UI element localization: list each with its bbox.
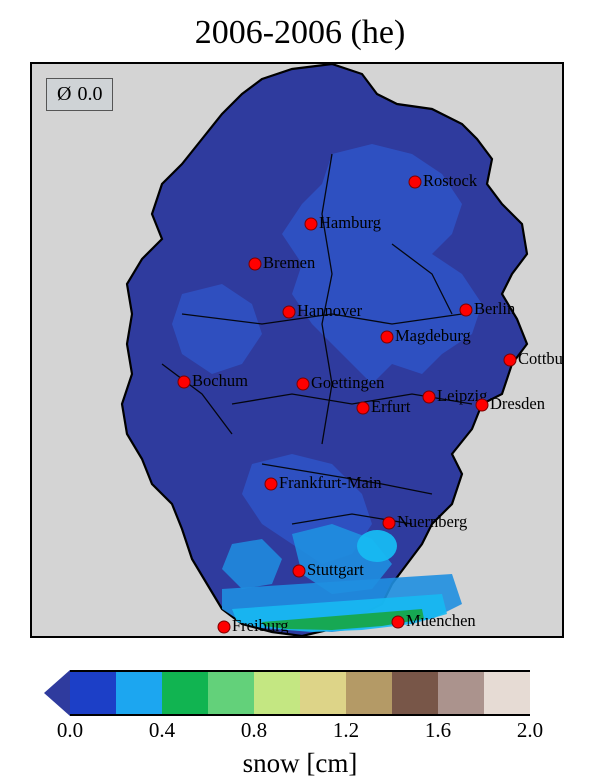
city-label-muenchen: Muenchen (406, 611, 476, 631)
map-panel: Ø 0.0 Rostock Hamburg Bremen Hannover Berlin… (30, 62, 564, 638)
colorbar-segment-1[interactable] (116, 670, 162, 716)
colorbar-ticks: 0.0 0.4 0.8 1.2 1.6 2.0 (70, 716, 530, 746)
colorbar-tick-1_6: 1.6 (425, 718, 451, 743)
colorbar-tick-1_2: 1.2 (333, 718, 359, 743)
city-label-freiburg: Freiburg (232, 616, 289, 636)
city-label-rostock: Rostock (423, 171, 477, 191)
city-label-magdeburg: Magdeburg (395, 326, 471, 346)
avg-symbol: Ø (57, 83, 71, 106)
city-label-cottbus: Cottbus (518, 349, 564, 369)
city-marker-cottbus[interactable] (504, 354, 517, 367)
city-marker-stuttgart[interactable] (293, 565, 306, 578)
city-marker-bremen[interactable] (249, 258, 262, 271)
city-marker-nuernberg[interactable] (383, 517, 396, 530)
avg-value: 0.0 (77, 83, 102, 106)
germany-choropleth (32, 64, 562, 636)
city-label-bremen: Bremen (263, 253, 315, 273)
city-marker-muenchen[interactable] (392, 616, 405, 629)
colorbar-segment-3[interactable] (208, 670, 254, 716)
colorbar-over-arrow[interactable] (530, 670, 556, 716)
city-marker-erfurt[interactable] (357, 402, 370, 415)
city-marker-berlin[interactable] (460, 304, 473, 317)
city-label-hamburg: Hamburg (319, 213, 381, 233)
city-marker-rostock[interactable] (409, 176, 422, 189)
city-label-hannover: Hannover (297, 301, 362, 321)
city-marker-dresden[interactable] (476, 399, 489, 412)
city-label-goettingen: Goettingen (311, 373, 384, 393)
city-marker-bochum[interactable] (178, 376, 191, 389)
colorbar-segment-0[interactable] (70, 670, 116, 716)
city-marker-leipzig[interactable] (423, 391, 436, 404)
city-label-nuernberg: Nuernberg (397, 512, 467, 532)
city-label-frankfurt-main: Frankfurt-Main (279, 473, 382, 493)
page-title: 2006-2006 (he) (0, 14, 600, 52)
city-marker-hannover[interactable] (283, 306, 296, 319)
colorbar-row (0, 670, 600, 716)
colorbar-tick-0_4: 0.4 (149, 718, 175, 743)
colorbar-tick-0_0: 0.0 (57, 718, 83, 743)
colorbar-segment-2[interactable] (162, 670, 208, 716)
city-label-bochum: Bochum (192, 371, 248, 391)
city-label-erfurt: Erfurt (371, 397, 410, 417)
average-badge: Ø 0.0 (46, 78, 113, 111)
colorbar-segment-7[interactable] (392, 670, 438, 716)
city-marker-goettingen[interactable] (297, 378, 310, 391)
city-label-stuttgart: Stuttgart (307, 560, 364, 580)
colorbar-segment-4[interactable] (254, 670, 300, 716)
city-marker-freiburg[interactable] (218, 621, 231, 634)
city-label-dresden: Dresden (490, 394, 545, 414)
root-page: 2006-2006 (he) (0, 0, 600, 780)
colorbar-segment-8[interactable] (438, 670, 484, 716)
colorbar-segment-5[interactable] (300, 670, 346, 716)
colorbar-segment-9[interactable] (484, 670, 530, 716)
city-marker-magdeburg[interactable] (381, 331, 394, 344)
colorbar-container: 0.0 0.4 0.8 1.2 1.6 2.0 snow [cm] (0, 670, 600, 779)
colorbar-segments[interactable] (70, 670, 530, 716)
colorbar-tick-2_0: 2.0 (517, 718, 543, 743)
colorbar-tick-0_8: 0.8 (241, 718, 267, 743)
city-label-berlin: Berlin (474, 299, 515, 319)
city-marker-frankfurt-main[interactable] (265, 478, 278, 491)
colorbar-label: snow [cm] (0, 748, 600, 779)
colorbar-under-arrow[interactable] (44, 670, 70, 716)
city-marker-hamburg[interactable] (305, 218, 318, 231)
colorbar-segment-6[interactable] (346, 670, 392, 716)
